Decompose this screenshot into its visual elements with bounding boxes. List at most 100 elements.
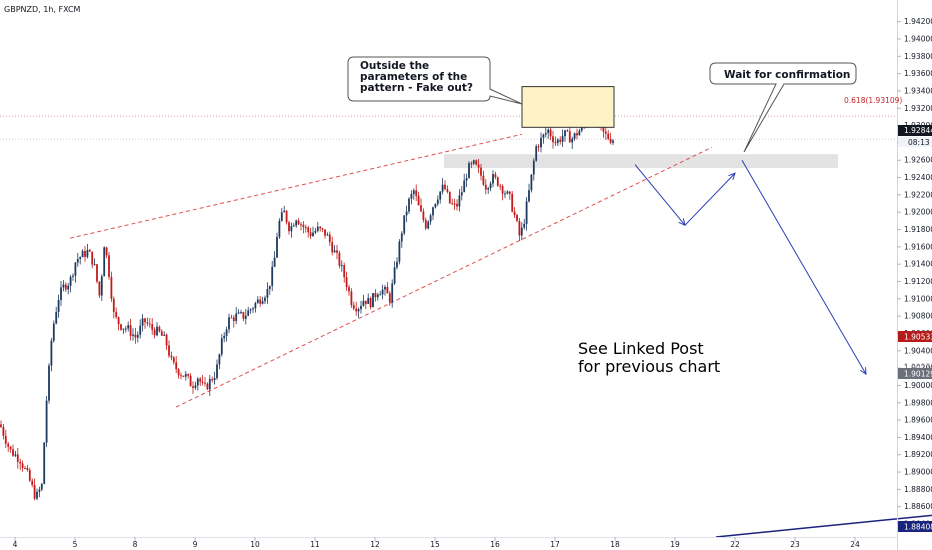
bottom-trendline <box>715 514 932 538</box>
fakeout-callout: Outside the parameters of the pattern - … <box>347 56 523 105</box>
candle-body <box>295 220 298 226</box>
candle-body <box>348 287 350 292</box>
candle-body <box>535 146 538 161</box>
price-tick-label: 1.88800 <box>904 485 932 494</box>
candle-body <box>475 160 478 165</box>
candle-body <box>252 308 254 310</box>
candle-body <box>115 311 118 318</box>
candle-body <box>259 299 262 304</box>
candle-body <box>151 324 154 330</box>
candle-body <box>511 194 514 212</box>
candle-body <box>196 378 199 386</box>
price-tick-label: 1.89000 <box>904 468 932 477</box>
wedge-trendlines <box>69 133 713 408</box>
candle-body <box>429 215 432 222</box>
candle-body <box>319 226 322 229</box>
candle-body <box>552 136 554 143</box>
candle-body <box>153 329 156 336</box>
candle-body <box>67 285 70 290</box>
time-tick-label: 9 <box>193 540 198 549</box>
candle-body <box>230 317 233 319</box>
candle-body <box>451 203 454 205</box>
candle-body <box>607 133 610 139</box>
candle-body <box>374 293 377 298</box>
candle-body <box>468 163 470 179</box>
time-tick-label: 8 <box>133 540 138 549</box>
candle-body <box>300 224 302 226</box>
candle-body <box>0 424 2 428</box>
gray-price-label: 1.90129 <box>904 370 932 379</box>
candle-body <box>158 326 161 332</box>
candle-body <box>206 383 209 390</box>
candle-body <box>96 264 98 282</box>
candle-body <box>7 443 10 447</box>
candle-body <box>292 225 295 227</box>
time-tick-label: 12 <box>370 540 380 549</box>
candle-body <box>69 276 72 286</box>
candle-body <box>566 130 569 132</box>
candle-body <box>576 133 578 136</box>
candle-body <box>141 318 144 326</box>
candle-body <box>376 294 379 298</box>
candle-body <box>580 125 583 131</box>
candle-body <box>201 381 204 383</box>
candle-body <box>144 318 146 323</box>
candle-body <box>343 265 346 278</box>
candle-body <box>194 385 197 388</box>
price-tick-label: 1.90000 <box>904 381 932 390</box>
candle-body <box>127 325 130 329</box>
candle-body <box>448 191 451 204</box>
time-tick-label: 18 <box>610 540 620 549</box>
linked-post-line-2: for previous chart <box>578 357 720 376</box>
price-tick-label: 1.94200 <box>904 17 932 26</box>
time-tick-label: 15 <box>430 540 440 549</box>
candle-body <box>297 220 300 225</box>
candle-body <box>211 379 214 381</box>
price-tick-label: 1.94000 <box>904 34 932 43</box>
candle-body <box>542 134 545 138</box>
candle-body <box>386 286 389 294</box>
fakeout-box <box>521 86 615 128</box>
price-tick-label: 1.92400 <box>904 173 932 182</box>
candle-body <box>43 442 46 484</box>
candle-body <box>60 287 62 300</box>
candle-body <box>544 133 547 135</box>
candle-body <box>264 297 266 302</box>
candle-body <box>513 211 516 215</box>
candle-body <box>232 317 235 322</box>
projection-arrowhead <box>728 172 736 181</box>
candle-body <box>31 480 34 485</box>
candle-body <box>520 227 523 236</box>
blue-price-tag: 1.88408 <box>898 521 932 532</box>
candle-body <box>225 329 228 336</box>
price-axis-ticks: 1.94200 1.94000 1.93800 1.93600 1.93400 1.932… <box>897 17 932 529</box>
candle-body <box>48 365 50 401</box>
candle-body <box>408 198 410 212</box>
candle-body <box>484 184 487 190</box>
candle-body <box>379 294 382 296</box>
candle-body <box>33 484 36 499</box>
candle-body <box>110 276 113 299</box>
projection-arrowhead <box>678 218 686 227</box>
time-tick-label: 24 <box>850 540 860 549</box>
candle-body <box>441 184 444 192</box>
price-tick-label: 1.91400 <box>904 260 932 269</box>
candle-body <box>482 175 485 185</box>
time-tick-label: 19 <box>670 540 680 549</box>
current-price-label: 1.92844 <box>904 126 932 135</box>
time-tick-label: 10 <box>250 540 260 549</box>
candle-body <box>57 299 60 312</box>
candle-body <box>283 210 286 213</box>
candle-body <box>132 334 134 336</box>
candle-body <box>405 211 408 216</box>
candle-body <box>290 226 293 232</box>
candle-body <box>124 328 127 330</box>
candle-body <box>396 261 398 268</box>
candle-body <box>460 192 463 196</box>
candle-body <box>612 140 614 143</box>
resistance-zone <box>444 154 838 169</box>
candle-body <box>391 283 394 303</box>
price-tick-label: 1.90400 <box>904 346 932 355</box>
candle-body <box>242 312 245 319</box>
